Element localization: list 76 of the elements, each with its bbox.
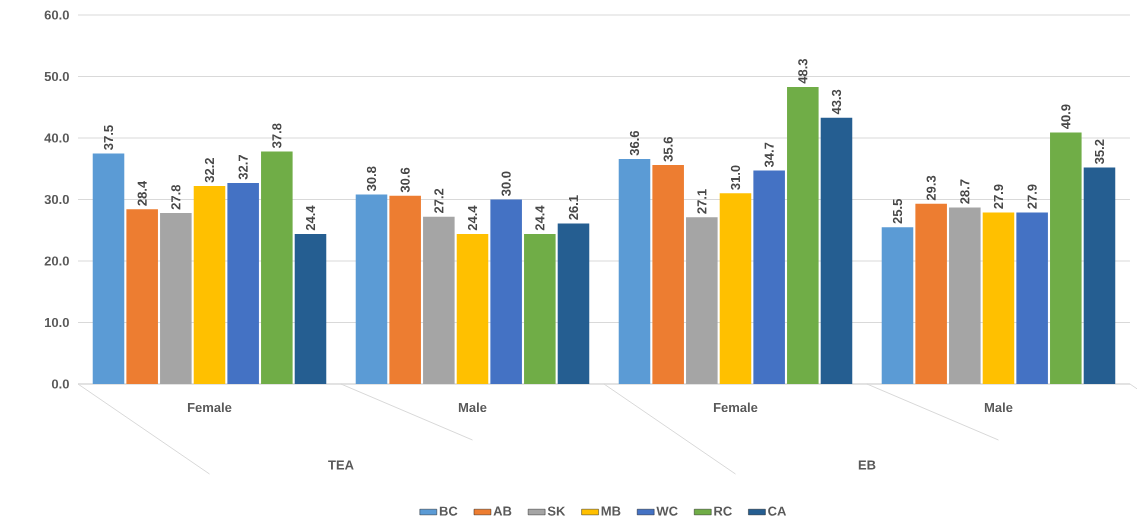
- data-label: 24.4: [467, 205, 478, 231]
- data-label: 37.5: [103, 125, 114, 150]
- data-label: 28.4: [137, 180, 147, 206]
- bar: [686, 217, 718, 384]
- data-label: 37.8: [272, 123, 282, 149]
- y-tick-label: 50.0: [44, 71, 69, 82]
- bar: [881, 227, 914, 384]
- bar: [719, 193, 752, 384]
- bar: [820, 117, 853, 384]
- bar: [982, 212, 1015, 384]
- data-label: 26.1: [568, 195, 579, 220]
- bar: [261, 151, 293, 384]
- data-label: 36.6: [629, 130, 640, 156]
- bar: [787, 86, 819, 384]
- data-label: 30.8: [366, 166, 377, 192]
- y-tick-label: 60.0: [44, 10, 69, 20]
- legend-label: MB: [601, 506, 621, 516]
- y-tick-label: 0.0: [51, 379, 69, 389]
- bar: [92, 153, 125, 384]
- y-tick-label: 20.0: [44, 256, 69, 266]
- bar: [294, 233, 327, 384]
- data-label: 31.0: [730, 165, 741, 190]
- bar: [355, 194, 388, 384]
- data-label: 35.6: [663, 137, 673, 162]
- bar: [227, 182, 259, 384]
- data-label: 27.8: [171, 184, 181, 210]
- data-label: 32.2: [204, 158, 215, 183]
- bar: [557, 223, 590, 384]
- data-label: 43.3: [831, 89, 842, 115]
- legend-label: CA: [768, 506, 787, 516]
- text: EB: [858, 460, 876, 470]
- y-tick-label: 40.0: [44, 133, 69, 143]
- x-tick-label: Male: [984, 402, 1013, 413]
- bar: [618, 158, 651, 384]
- bar: [160, 213, 192, 384]
- data-label: 27.9: [993, 184, 1004, 209]
- data-label: 32.7: [238, 154, 248, 180]
- legend-label: SK: [547, 506, 566, 516]
- data-label: 25.5: [892, 199, 903, 224]
- x-tick-label: Female: [713, 402, 758, 413]
- data-label: 28.7: [960, 179, 970, 204]
- data-label: 27.9: [1027, 184, 1037, 209]
- legend-label: AB: [493, 506, 512, 516]
- legend-label: RC: [714, 506, 732, 516]
- data-label: 34.7: [764, 142, 774, 168]
- data-label: 30.0: [501, 171, 511, 196]
- data-label: 35.2: [1094, 139, 1105, 165]
- bar: [652, 165, 684, 384]
- x-tick-label: Female: [187, 402, 232, 413]
- data-label: 48.3: [798, 58, 808, 84]
- legend-label: BC: [439, 506, 458, 516]
- x-tick-label: Male: [458, 402, 487, 413]
- bar: [456, 233, 489, 384]
- y-tick-label: 10.0: [44, 317, 69, 328]
- data-label: 27.1: [697, 189, 707, 214]
- data-label: 27.2: [434, 188, 444, 214]
- bar: [524, 233, 556, 384]
- text: TEA: [328, 460, 354, 470]
- bar: [389, 195, 421, 384]
- bar: [423, 216, 455, 384]
- data-label: 29.3: [926, 175, 936, 201]
- bar: [1083, 167, 1116, 384]
- data-label: 24.4: [535, 205, 545, 231]
- data-label: 24.4: [305, 205, 316, 231]
- bar: [915, 203, 947, 384]
- bar: [126, 209, 158, 384]
- bar: [193, 185, 226, 384]
- bar: [490, 199, 522, 384]
- bar: [1016, 212, 1048, 384]
- legend-label: WC: [656, 506, 678, 516]
- data-label: 40.9: [1061, 104, 1071, 130]
- data-label: 30.6: [400, 167, 410, 193]
- bar: [1050, 132, 1082, 384]
- y-tick-label: 30.0: [44, 194, 69, 205]
- bar: [753, 170, 785, 384]
- bar: [949, 207, 981, 384]
